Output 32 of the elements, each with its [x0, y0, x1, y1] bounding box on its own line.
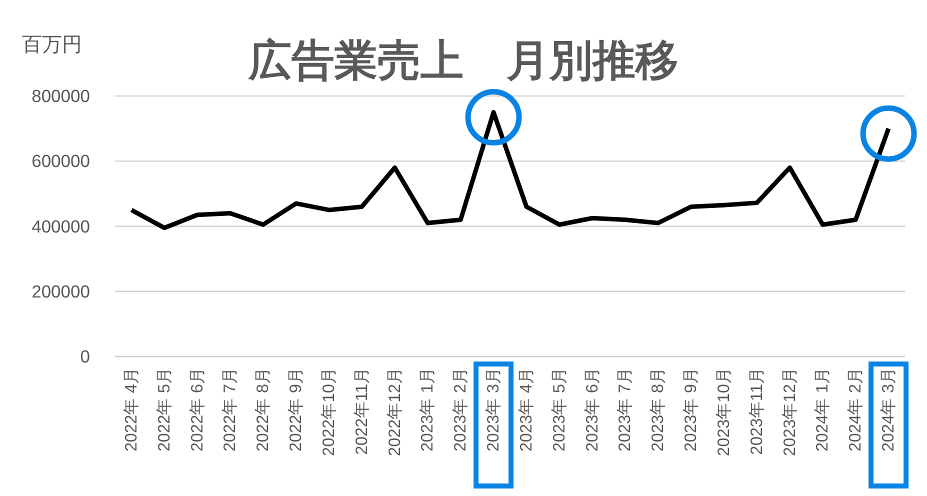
x-tick-label: 2023年 1月: [418, 367, 437, 452]
y-tick-label: 400000: [32, 216, 90, 236]
x-tick-label: 2023年12月: [780, 367, 799, 456]
y-tick-label: 800000: [32, 86, 90, 106]
x-tick-label: 2022年11月: [352, 367, 371, 455]
y-tick-label: 0: [80, 346, 90, 366]
x-tick-label: 2023年 5月: [550, 367, 568, 452]
x-tick-label: 2022年 8月: [254, 367, 272, 452]
x-tick-label: 2023年 3月: [484, 367, 503, 452]
x-tick-label: 2024年 3月: [880, 367, 898, 452]
x-tick-label: 2023年 4月: [517, 367, 536, 452]
x-tick-label: 2023年 8月: [649, 367, 668, 452]
x-tick-label: 2022年12月: [386, 367, 404, 456]
x-tick-label: 2022年 9月: [287, 367, 306, 452]
x-tick-label: 2022年 7月: [221, 367, 240, 452]
y-tick-label: 600000: [32, 151, 90, 172]
x-tick-label: 2022年 4月: [122, 367, 140, 452]
x-tick-label: 2022年10月: [320, 367, 338, 456]
x-tick-label: 2022年 6月: [188, 367, 206, 452]
y-tick-label: 200000: [32, 281, 90, 302]
chart-title: 広告業売上 月別推移: [248, 37, 678, 85]
x-tick-label: 2024年 1月: [814, 367, 832, 452]
x-tick-label: 2022年 5月: [155, 367, 174, 452]
x-tick-label: 2023年 6月: [583, 367, 602, 452]
x-tick-label: 2023年11月: [748, 367, 766, 455]
x-tick-label: 2024年 2月: [846, 367, 865, 452]
x-tick-label: 2023年 2月: [452, 367, 470, 452]
x-tick-label: 2023年 9月: [682, 367, 700, 452]
x-tick-label: 2023年 7月: [616, 367, 634, 452]
x-tick-label: 2023年10月: [714, 367, 733, 456]
line-series: [129, 110, 891, 230]
y-axis-title: 百万円: [22, 34, 82, 56]
